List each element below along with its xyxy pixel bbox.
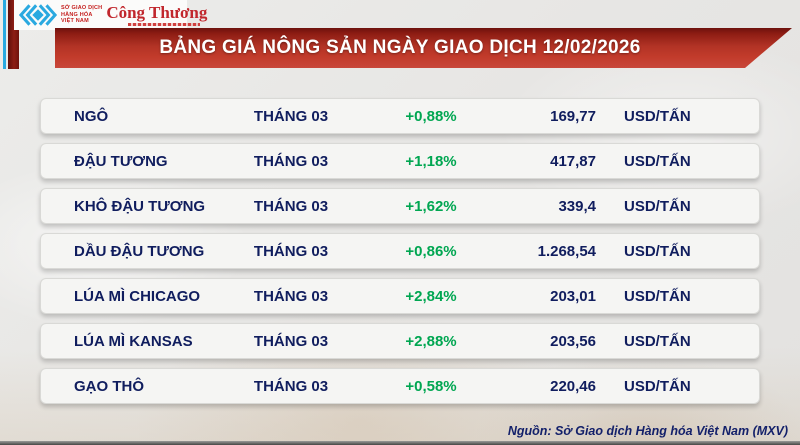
commodity-name: LÚA MÌ KANSAS	[74, 332, 193, 350]
price-value: 339,4	[558, 197, 596, 215]
commodity-name: NGÔ	[74, 107, 109, 125]
commodity-name: ĐẬU TƯƠNG	[74, 152, 168, 170]
change-percent: +0,88%	[405, 107, 457, 125]
change-percent: +0,86%	[405, 242, 457, 260]
contract-month: THÁNG 03	[253, 287, 329, 305]
contract-month: THÁNG 03	[253, 332, 329, 350]
mxv-logo-text: SỞ GIAO DỊCH HÀNG HÓA VIỆT NAM	[61, 5, 103, 25]
change-percent: +2,84%	[405, 287, 457, 305]
commodity-name: KHÔ ĐẬU TƯƠNG	[74, 197, 206, 215]
change-percent: +1,62%	[405, 197, 457, 215]
change-percent: +1,18%	[405, 152, 457, 170]
price-value: 169,77	[550, 107, 596, 125]
commodity-name: GẠO THÔ	[74, 377, 144, 395]
page-title: BẢNG GIÁ NÔNG SẢN NGÀY GIAO DỊCH 12/02/2…	[159, 37, 641, 58]
logo-plate: SỞ GIAO DỊCH HÀNG HÓA VIỆT NAM Công Thươ…	[14, 0, 207, 30]
price-unit: USD/TẤN	[624, 107, 691, 125]
contract-month: THÁNG 03	[253, 152, 329, 170]
price-row: LÚA MÌ KANSAS THÁNG 03 +2,88% 203,56 USD…	[40, 323, 760, 359]
price-row: GẠO THÔ THÁNG 03 +0,58% 220,46 USD/TẤN	[40, 368, 760, 404]
title-banner: BẢNG GIÁ NÔNG SẢN NGÀY GIAO DỊCH 12/02/2…	[55, 28, 792, 68]
left-blue-stripe	[3, 0, 6, 69]
price-unit: USD/TẤN	[624, 287, 691, 305]
contract-month: THÁNG 03	[253, 197, 329, 215]
price-row: LÚA MÌ CHICAGO THÁNG 03 +2,84% 203,01 US…	[40, 278, 760, 314]
bottom-bar	[0, 441, 800, 445]
cong-thuong-subline	[128, 23, 201, 26]
price-value: 203,56	[550, 332, 596, 350]
price-row: KHÔ ĐẬU TƯƠNG THÁNG 03 +1,62% 339,4 USD/…	[40, 188, 760, 224]
price-value: 203,01	[550, 287, 596, 305]
source-credit: Nguồn: Sở Giao dịch Hàng hóa Việt Nam (M…	[507, 424, 788, 438]
price-row: NGÔ THÁNG 03 +0,88% 169,77 USD/TẤN	[40, 98, 760, 134]
price-row: ĐẬU TƯƠNG THÁNG 03 +1,18% 417,87 USD/TẤN	[40, 143, 760, 179]
commodity-name: LÚA MÌ CHICAGO	[74, 287, 201, 305]
contract-month: THÁNG 03	[253, 107, 329, 125]
price-table: NGÔ THÁNG 03 +0,88% 169,77 USD/TẤN ĐẬU T…	[40, 98, 760, 413]
price-unit: USD/TẤN	[624, 242, 691, 260]
left-red-stripe	[8, 0, 19, 69]
price-unit: USD/TẤN	[624, 152, 691, 170]
price-unit: USD/TẤN	[624, 197, 691, 215]
cong-thuong-logo: Công Thương	[106, 4, 207, 26]
price-unit: USD/TẤN	[624, 377, 691, 395]
contract-month: THÁNG 03	[253, 242, 329, 260]
mxv-logo-icon	[19, 4, 57, 26]
price-row: DẦU ĐẬU TƯƠNG THÁNG 03 +0,86% 1.268,54 U…	[40, 233, 760, 269]
price-value: 220,46	[550, 377, 596, 395]
cong-thuong-wordmark: Công Thương	[106, 3, 208, 22]
price-value: 1.268,54	[537, 242, 596, 260]
change-percent: +2,88%	[405, 332, 457, 350]
price-unit: USD/TẤN	[624, 332, 691, 350]
commodity-name: DẦU ĐẬU TƯƠNG	[74, 242, 205, 260]
contract-month: THÁNG 03	[253, 377, 329, 395]
change-percent: +0,58%	[405, 377, 457, 395]
price-value: 417,87	[550, 152, 596, 170]
